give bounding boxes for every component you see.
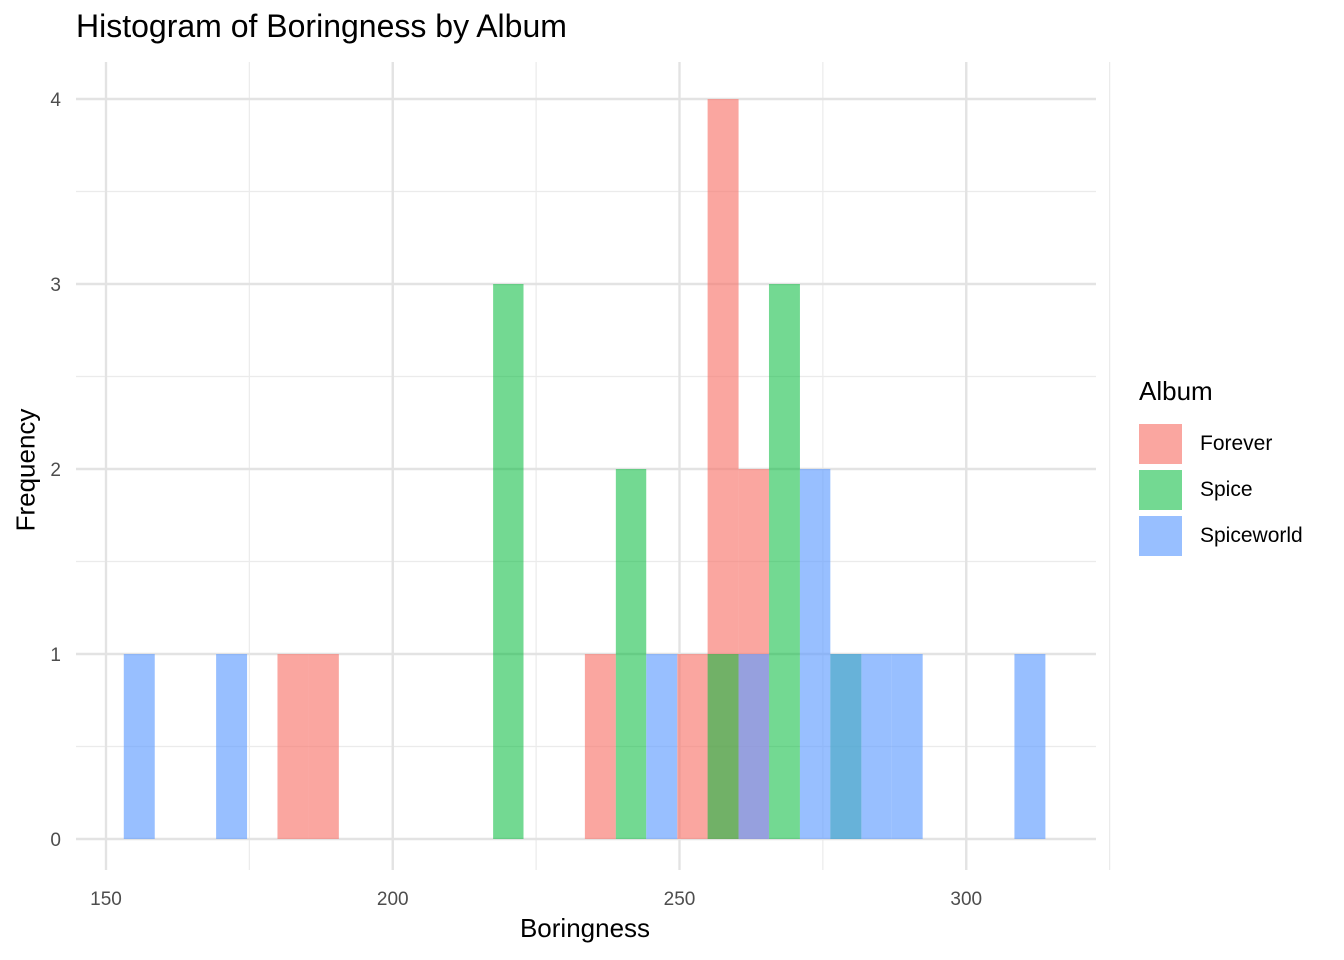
bar-spiceworld <box>861 654 892 839</box>
bar-forever <box>277 654 309 839</box>
y-tick-label: 3 <box>50 275 61 296</box>
bar-forever <box>308 654 339 839</box>
legend-swatch-spiceworld <box>1139 516 1182 556</box>
bar-forever <box>584 654 616 839</box>
legend-label-spiceworld: Spiceworld <box>1200 524 1303 547</box>
legend-label-spice: Spice <box>1200 478 1253 501</box>
y-axis-title: Frequency <box>10 408 41 532</box>
x-tick-label: 150 <box>90 889 122 910</box>
chart-title: Histogram of Boringness by Album <box>76 8 567 44</box>
axis-tick-labels: 150 200 250 300 0 1 2 3 4 <box>50 90 982 910</box>
bar-spice <box>768 284 800 839</box>
bar-spiceworld <box>123 654 155 839</box>
bar-spiceworld <box>830 654 862 839</box>
y-tick-label: 0 <box>50 830 61 851</box>
x-axis-title: Boringness <box>519 913 651 943</box>
legend-swatch-spice <box>1139 470 1182 510</box>
bar-spiceworld <box>1014 654 1046 839</box>
legend: Album Forever Spice Spiceworld <box>1139 376 1303 559</box>
bar-spice <box>707 654 739 839</box>
legend-swatch-forever <box>1139 424 1182 464</box>
y-tick-label: 1 <box>50 645 61 666</box>
bar-spiceworld <box>799 469 831 839</box>
x-tick-label: 300 <box>950 889 982 910</box>
legend-item-spice: Spice <box>1139 467 1303 513</box>
histogram-bars <box>123 99 1046 839</box>
legend-item-forever: Forever <box>1139 421 1303 467</box>
x-tick-label: 250 <box>664 889 696 910</box>
x-tick-label: 200 <box>377 889 409 910</box>
bar-spiceworld <box>646 654 678 839</box>
bar-spiceworld <box>216 654 248 839</box>
bar-forever <box>677 654 708 839</box>
bar-spiceworld <box>738 654 769 839</box>
y-tick-label: 2 <box>50 460 61 481</box>
legend-label-forever: Forever <box>1200 432 1273 455</box>
bar-spiceworld <box>891 654 923 839</box>
legend-title: Album <box>1139 376 1213 406</box>
legend-item-spiceworld: Spiceworld <box>1139 513 1303 559</box>
bar-spice <box>615 469 647 839</box>
bar-spice <box>493 284 524 839</box>
y-tick-label: 4 <box>50 90 61 111</box>
